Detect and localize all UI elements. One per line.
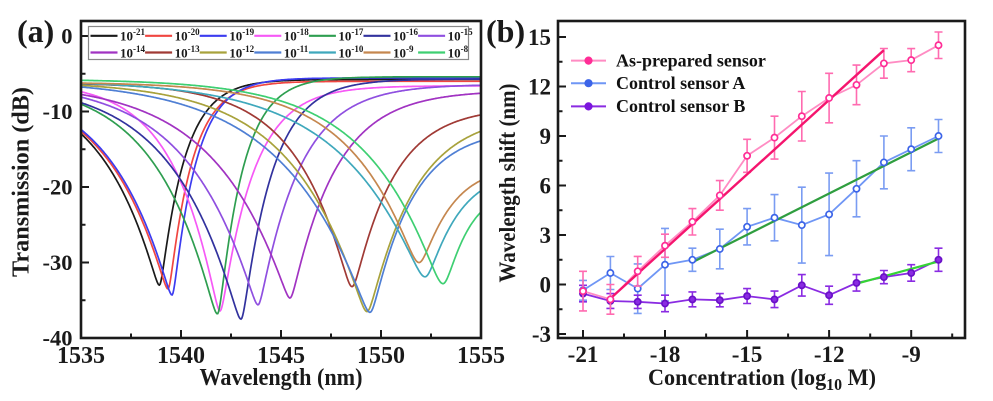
svg-text:1540: 1540	[157, 343, 205, 369]
svg-text:Control sensor A: Control sensor A	[616, 73, 745, 93]
svg-text:0: 0	[540, 273, 552, 298]
svg-text:-9: -9	[902, 342, 921, 367]
svg-text:Wavelength shift (nm): Wavelength shift (nm)	[495, 84, 520, 283]
svg-text:1555: 1555	[457, 343, 505, 369]
svg-text:-30: -30	[43, 250, 73, 275]
svg-text:6: 6	[540, 174, 552, 199]
svg-text:9: 9	[540, 124, 552, 149]
svg-text:1550: 1550	[357, 343, 405, 369]
svg-text:1545: 1545	[257, 343, 305, 369]
svg-text:1535: 1535	[57, 343, 105, 369]
svg-text:Wavelength (nm): Wavelength (nm)	[200, 365, 363, 391]
svg-text:0: 0	[61, 24, 72, 49]
svg-text:-21: -21	[568, 342, 599, 367]
svg-text:(b): (b)	[486, 13, 525, 49]
svg-text:-18: -18	[650, 342, 681, 367]
svg-text:-20: -20	[43, 175, 73, 200]
svg-text:As-prepared sensor: As-prepared sensor	[616, 50, 766, 70]
svg-text:-10: -10	[43, 99, 73, 124]
svg-text:15: 15	[528, 25, 551, 50]
svg-text:(a): (a)	[17, 13, 54, 49]
svg-text:-3: -3	[532, 322, 551, 347]
svg-text:-40: -40	[43, 326, 73, 351]
svg-text:Concentration (log10 M): Concentration (log10 M)	[648, 365, 876, 394]
svg-text:Control sensor B: Control sensor B	[616, 96, 745, 116]
svg-text:3: 3	[540, 223, 552, 248]
svg-text:-15: -15	[732, 342, 763, 367]
svg-text:12: 12	[528, 75, 551, 100]
svg-text:Transmission (dB): Transmission (dB)	[9, 87, 35, 277]
svg-text:-12: -12	[814, 342, 845, 367]
